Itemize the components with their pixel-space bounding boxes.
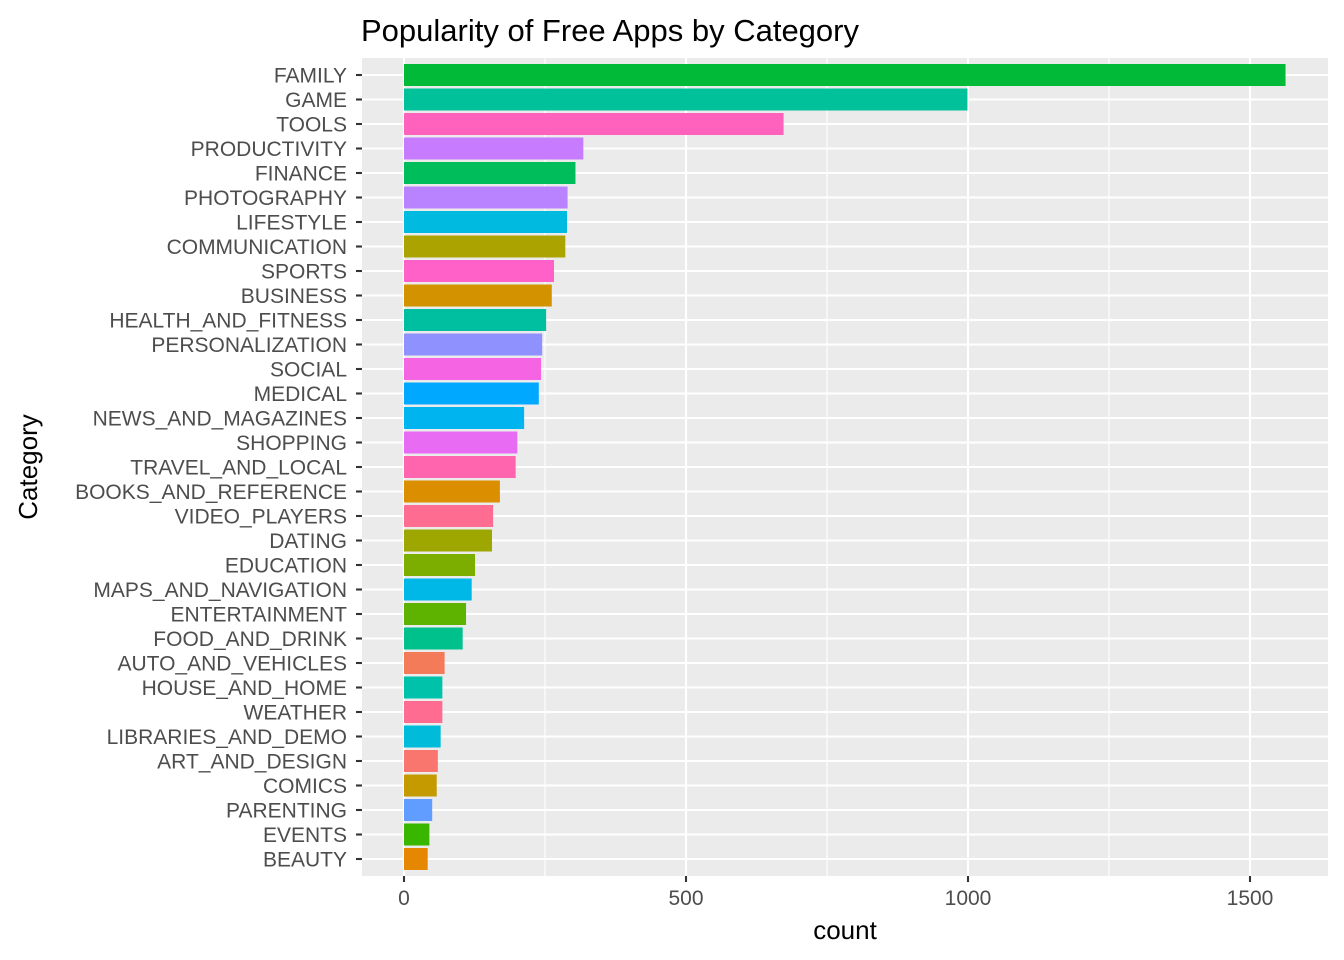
y-tick-label: ART_AND_DESIGN	[157, 751, 347, 774]
bars	[404, 64, 1286, 870]
y-tick-label: TOOLS	[276, 114, 347, 137]
bar	[404, 603, 467, 625]
bar	[404, 211, 567, 233]
y-tick-label: FINANCE	[255, 163, 347, 186]
bar	[404, 113, 784, 135]
y-axis-ticks: FAMILYGAMETOOLSPRODUCTIVITYFINANCEPHOTOG…	[75, 65, 362, 872]
y-tick-label: NEWS_AND_MAGAZINES	[93, 408, 347, 431]
y-tick-label: MEDICAL	[254, 383, 347, 406]
y-tick-label: SOCIAL	[270, 359, 347, 382]
x-axis-title: count	[813, 915, 877, 945]
x-tick-label: 500	[668, 887, 703, 910]
bar	[404, 578, 472, 601]
bar	[404, 333, 543, 356]
bar	[404, 505, 494, 527]
bar	[404, 652, 445, 674]
y-tick-label: PERSONALIZATION	[151, 334, 347, 357]
bar	[404, 480, 500, 503]
y-axis-title: Category	[13, 414, 43, 520]
bar	[404, 750, 438, 772]
x-tick-label: 0	[398, 887, 410, 910]
y-tick-label: SPORTS	[261, 261, 347, 284]
y-tick-label: COMICS	[263, 775, 347, 798]
bar	[404, 554, 476, 576]
y-tick-label: COMMUNICATION	[167, 236, 347, 259]
y-tick-label: SHOPPING	[236, 432, 347, 455]
bar	[404, 186, 568, 209]
bar	[404, 260, 555, 282]
bar	[404, 235, 566, 258]
bar	[404, 823, 430, 846]
bar	[404, 309, 547, 331]
y-tick-label: VIDEO_PLAYERS	[175, 506, 347, 529]
bar	[404, 774, 437, 797]
y-tick-label: MAPS_AND_NAVIGATION	[93, 579, 347, 602]
y-tick-label: ENTERTAINMENT	[170, 604, 347, 627]
y-tick-label: BUSINESS	[241, 285, 347, 308]
y-tick-label: BEAUTY	[263, 849, 347, 872]
y-tick-label: AUTO_AND_VEHICLES	[117, 653, 347, 676]
bar	[404, 676, 443, 699]
bar	[404, 456, 516, 478]
bar	[404, 725, 441, 748]
bar	[404, 407, 525, 429]
y-tick-label: WEATHER	[244, 702, 347, 725]
bar	[404, 64, 1286, 86]
y-tick-label: BOOKS_AND_REFERENCE	[75, 481, 347, 504]
bar	[404, 529, 492, 552]
y-tick-label: TRAVEL_AND_LOCAL	[130, 457, 347, 480]
y-tick-label: HEALTH_AND_FITNESS	[109, 310, 347, 333]
y-tick-label: EDUCATION	[225, 555, 347, 578]
bar	[404, 848, 428, 870]
bar	[404, 701, 443, 723]
bar	[404, 799, 433, 821]
y-tick-label: FOOD_AND_DRINK	[153, 628, 347, 651]
bar	[404, 431, 518, 454]
y-tick-label: LIBRARIES_AND_DEMO	[107, 726, 347, 749]
y-tick-label: LIFESTYLE	[236, 212, 347, 235]
y-tick-label: PARENTING	[226, 800, 347, 823]
bar	[404, 627, 463, 650]
y-tick-label: PRODUCTIVITY	[191, 138, 347, 161]
y-tick-label: GAME	[285, 89, 347, 112]
x-tick-label: 1500	[1227, 887, 1274, 910]
chart-title: Popularity of Free Apps by Category	[361, 13, 859, 48]
y-tick-label: DATING	[269, 530, 347, 553]
y-tick-label: EVENTS	[263, 824, 347, 847]
bar	[404, 137, 584, 160]
x-tick-label: 1000	[945, 887, 992, 910]
y-tick-label: FAMILY	[274, 65, 347, 88]
bar	[404, 358, 542, 380]
bar	[404, 284, 552, 307]
bar	[404, 162, 576, 184]
y-tick-label: HOUSE_AND_HOME	[142, 677, 347, 700]
bar	[404, 382, 539, 405]
bar	[404, 88, 968, 111]
x-axis-ticks: 0 500 1000 1500	[398, 876, 1273, 910]
y-tick-label: PHOTOGRAPHY	[184, 187, 347, 210]
